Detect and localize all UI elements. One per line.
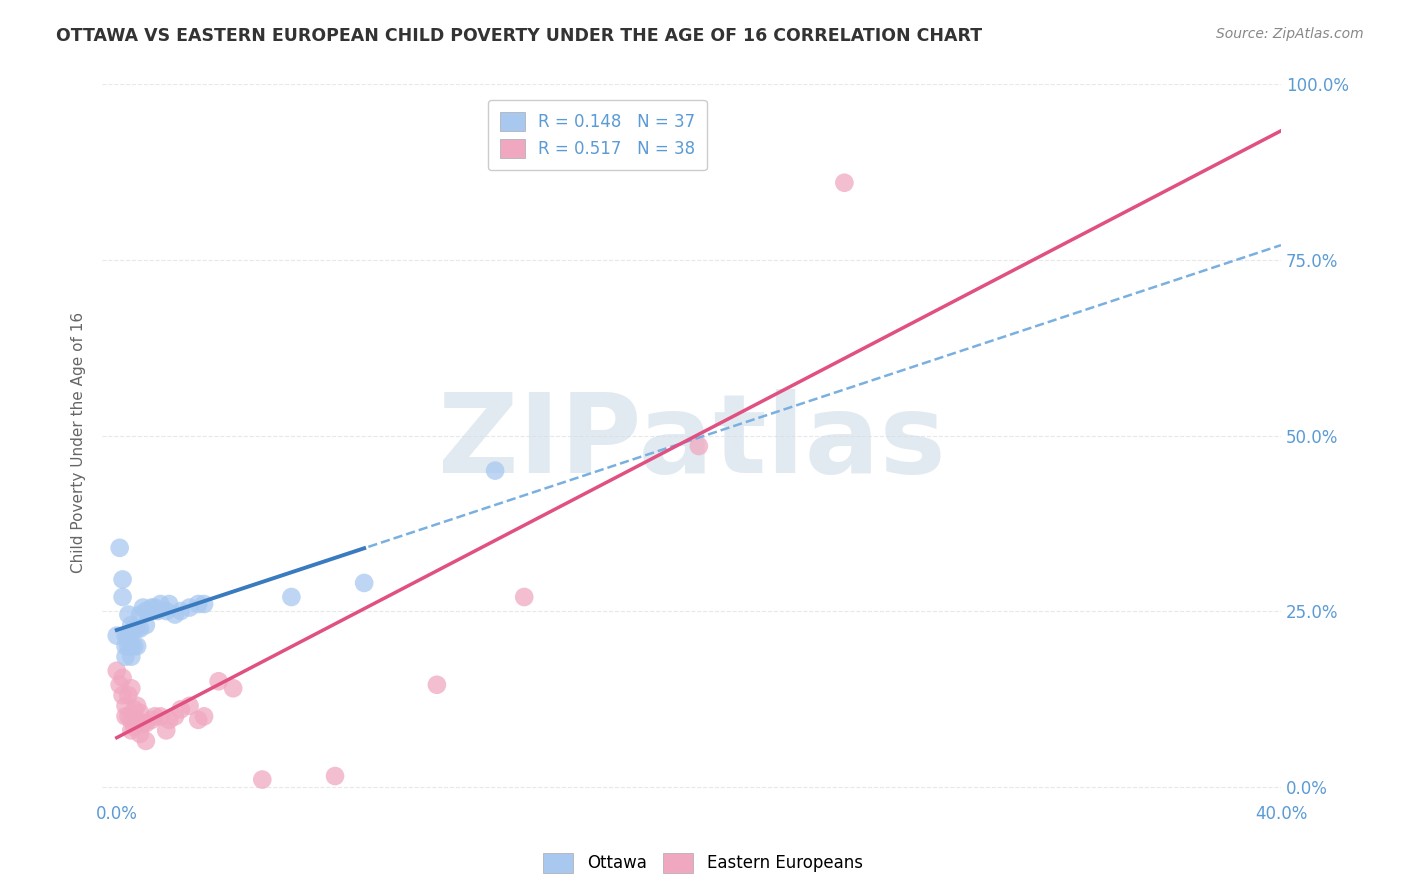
- Point: [143, 600, 166, 615]
- Point: [122, 622, 145, 636]
- Point: [122, 639, 145, 653]
- Point: [207, 674, 229, 689]
- Point: [127, 639, 149, 653]
- Point: [122, 720, 145, 734]
- Point: [513, 590, 536, 604]
- Point: [111, 688, 134, 702]
- Point: [252, 772, 274, 787]
- Point: [120, 649, 142, 664]
- Legend: Ottawa, Eastern Europeans: Ottawa, Eastern Europeans: [537, 847, 869, 880]
- Point: [105, 629, 128, 643]
- Point: [135, 618, 157, 632]
- Point: [129, 607, 152, 622]
- Y-axis label: Child Poverty Under the Age of 16: Child Poverty Under the Age of 16: [72, 312, 86, 573]
- Point: [193, 597, 215, 611]
- Point: [834, 176, 856, 190]
- Point: [688, 439, 710, 453]
- Point: [129, 706, 152, 720]
- Point: [117, 607, 139, 622]
- Point: [122, 702, 145, 716]
- Text: Source: ZipAtlas.com: Source: ZipAtlas.com: [1216, 27, 1364, 41]
- Point: [426, 678, 449, 692]
- Point: [120, 625, 142, 640]
- Point: [108, 541, 131, 555]
- Point: [117, 709, 139, 723]
- Point: [179, 600, 201, 615]
- Point: [193, 709, 215, 723]
- Point: [120, 639, 142, 653]
- Point: [149, 709, 172, 723]
- Point: [135, 604, 157, 618]
- Point: [120, 723, 142, 738]
- Point: [222, 681, 245, 696]
- Point: [105, 664, 128, 678]
- Point: [129, 622, 152, 636]
- Point: [114, 698, 136, 713]
- Point: [187, 597, 209, 611]
- Point: [135, 734, 157, 748]
- Point: [127, 713, 149, 727]
- Point: [114, 709, 136, 723]
- Point: [155, 723, 177, 738]
- Point: [323, 769, 346, 783]
- Point: [120, 713, 142, 727]
- Point: [135, 716, 157, 731]
- Point: [141, 600, 163, 615]
- Point: [141, 713, 163, 727]
- Point: [170, 702, 193, 716]
- Point: [132, 600, 155, 615]
- Point: [120, 681, 142, 696]
- Point: [484, 464, 506, 478]
- Point: [179, 698, 201, 713]
- Point: [127, 622, 149, 636]
- Point: [170, 604, 193, 618]
- Point: [117, 688, 139, 702]
- Point: [117, 629, 139, 643]
- Point: [155, 604, 177, 618]
- Point: [108, 678, 131, 692]
- Legend: R = 0.148   N = 37, R = 0.517   N = 38: R = 0.148 N = 37, R = 0.517 N = 38: [488, 100, 707, 170]
- Point: [143, 709, 166, 723]
- Point: [149, 597, 172, 611]
- Point: [111, 590, 134, 604]
- Point: [127, 698, 149, 713]
- Point: [117, 639, 139, 653]
- Point: [129, 727, 152, 741]
- Point: [132, 716, 155, 731]
- Point: [111, 573, 134, 587]
- Point: [157, 597, 180, 611]
- Point: [163, 607, 186, 622]
- Point: [120, 618, 142, 632]
- Point: [187, 713, 209, 727]
- Text: OTTAWA VS EASTERN EUROPEAN CHILD POVERTY UNDER THE AGE OF 16 CORRELATION CHART: OTTAWA VS EASTERN EUROPEAN CHILD POVERTY…: [56, 27, 983, 45]
- Point: [114, 649, 136, 664]
- Point: [280, 590, 302, 604]
- Point: [114, 629, 136, 643]
- Point: [114, 639, 136, 653]
- Point: [163, 709, 186, 723]
- Point: [157, 713, 180, 727]
- Text: ZIPatlas: ZIPatlas: [437, 389, 945, 496]
- Point: [353, 576, 375, 591]
- Point: [146, 604, 169, 618]
- Point: [111, 671, 134, 685]
